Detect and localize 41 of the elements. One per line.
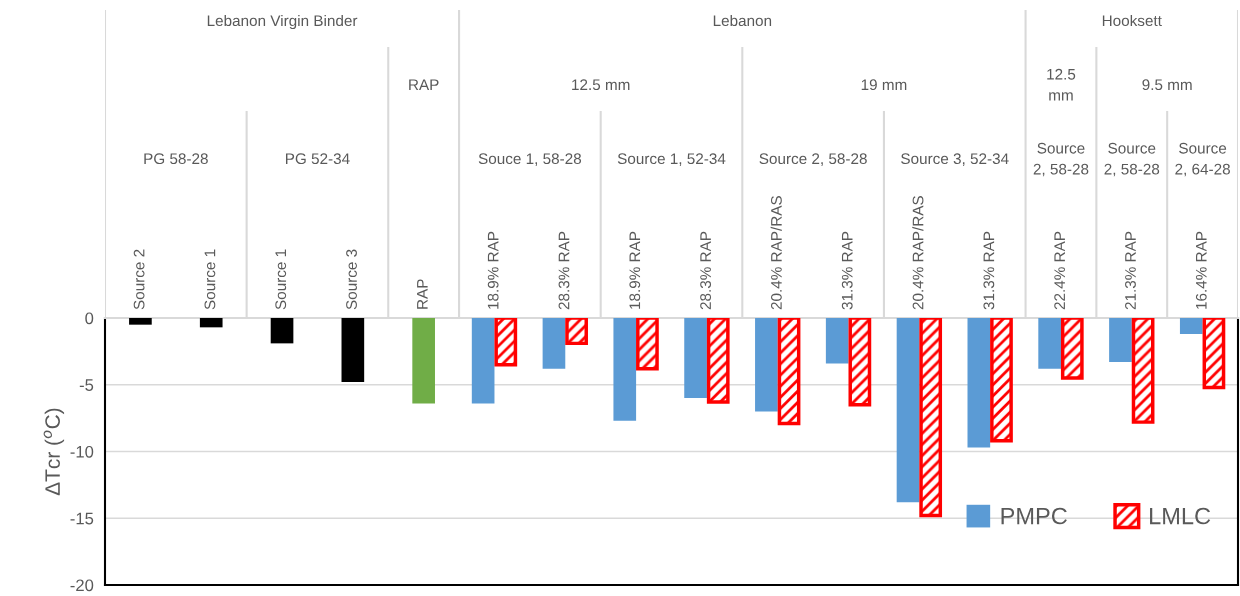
text: 12.5 mm: [572, 79, 630, 91]
x-tick-label: 31.3% RAP: [983, 231, 995, 310]
y-tick-label: -20: [70, 579, 94, 592]
source-note: Source 3, 52-34: [901, 153, 1009, 166]
x-tick-label: 21.3% RAP: [1125, 231, 1136, 310]
y-tick-label: -5: [79, 379, 94, 391]
source-note: Source 2, 58-28: [1033, 142, 1089, 177]
x-tick-label: 16.4% RAP: [1195, 231, 1207, 309]
x-tick-label: Source 2: [133, 249, 145, 310]
y-tick-label: -15: [70, 512, 94, 525]
y-tick-label: -10: [70, 445, 94, 458]
text: 19 mm: [861, 79, 907, 91]
source-note: Source 2, 58-28: [759, 153, 867, 166]
x-tick-label: Source 1: [275, 249, 287, 310]
x-tick-label: 20.4% RAP/RAS: [912, 196, 924, 310]
x-tick-label: 28.3% RAP: [558, 231, 570, 310]
x-tick-label: Source 3: [346, 249, 357, 310]
text: PG 58-28: [144, 153, 208, 165]
text: Hooksett: [1102, 14, 1162, 27]
x-tick-label: 28.3% RAP: [700, 231, 712, 310]
text: 12.5 mm: [1047, 68, 1076, 101]
x-tick-label: RAP: [417, 279, 428, 309]
source-note: Source 2, 58-28: [1104, 142, 1160, 177]
legend-label: LMLC: [1150, 507, 1211, 525]
text: 9.5 mm: [1142, 79, 1192, 91]
text: Lebanon: [713, 14, 772, 27]
legend-label: PMPC: [1001, 507, 1067, 525]
source-note: Source 2, 64-28: [1175, 142, 1230, 177]
x-tick-label: 18.9% RAP: [487, 231, 499, 309]
text: Souce 1, 58-28: [478, 153, 582, 166]
source-note: Source 1, 52-34: [617, 153, 726, 166]
text: RAP: [409, 79, 439, 90]
x-tick-label: Source 1: [204, 249, 216, 310]
x-tick-label: 31.3% RAP: [841, 231, 853, 310]
x-tick-label: 22.4% RAP: [1054, 231, 1066, 310]
y-axis-title: ΔTcr ($^{o}$C): [43, 408, 65, 496]
x-tick-label: 20.4% RAP/RAS: [770, 196, 782, 310]
y-tick-label: 0: [85, 312, 94, 325]
text: PG 52-34: [286, 153, 350, 165]
text: Lebanon Virgin Binder: [207, 14, 358, 30]
x-tick-label: 18.9% RAP: [629, 231, 641, 309]
